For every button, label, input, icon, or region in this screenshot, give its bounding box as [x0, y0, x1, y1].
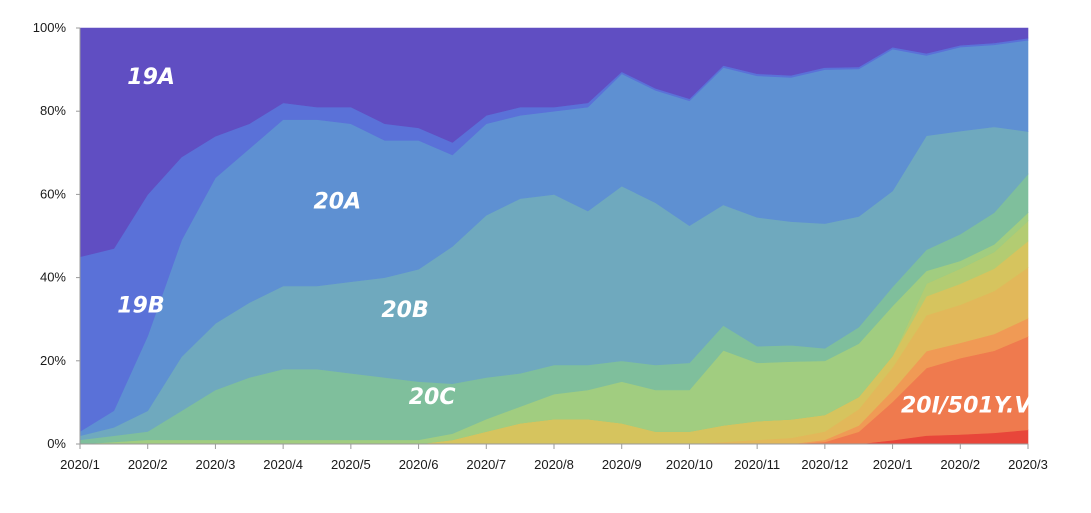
x-tick-label-2: 2020/3 — [196, 457, 236, 472]
y-tick-label-1: 20% — [40, 353, 66, 368]
area-label-3: 20B — [381, 298, 428, 323]
y-tick-label-2: 40% — [40, 270, 66, 285]
x-tick-label-13: 2020/2 — [940, 457, 980, 472]
axes: 0% 20% 40% 60% 80% 100% 2020/1 2020/2 2020/3 2020… — [33, 20, 1048, 472]
area-label-0: 19A — [127, 65, 175, 90]
y-tick-label-3: 60% — [40, 186, 66, 201]
x-tick-label-11: 2020/12 — [801, 457, 848, 472]
area-label-5: 20I/501Y.V1 — [901, 394, 1047, 419]
area-labels: 19A 19B 20A 20B 20C 20I/501Y.V1 — [117, 65, 1046, 419]
area-label-1: 19B — [117, 294, 164, 319]
y-tick-label-0: 0% — [47, 436, 66, 451]
area-label-2: 20A — [313, 190, 361, 215]
x-tick-label-14: 2020/3 — [1008, 457, 1048, 472]
x-tick-label-4: 2020/5 — [331, 457, 371, 472]
x-tick-label-6: 2020/7 — [466, 457, 506, 472]
x-tick-label-5: 2020/6 — [399, 457, 439, 472]
area-layers — [79, 27, 1029, 445]
x-tick-label-0: 2020/1 — [60, 457, 100, 472]
x-tick-label-10: 2020/11 — [734, 457, 780, 472]
x-tick-label-9: 2020/10 — [666, 457, 713, 472]
x-tick-label-12: 2020/1 — [873, 457, 913, 472]
area-series-12 — [79, 27, 1029, 258]
area-label-4: 20C — [409, 385, 456, 410]
y-tick-label-4: 80% — [40, 103, 66, 118]
y-tick-label-5: 100% — [33, 20, 67, 35]
x-tick-label-7: 2020/8 — [534, 457, 574, 472]
x-tick-label-3: 2020/4 — [263, 457, 303, 472]
x-tick-label-8: 2020/9 — [602, 457, 642, 472]
x-tick-label-1: 2020/2 — [128, 457, 168, 472]
